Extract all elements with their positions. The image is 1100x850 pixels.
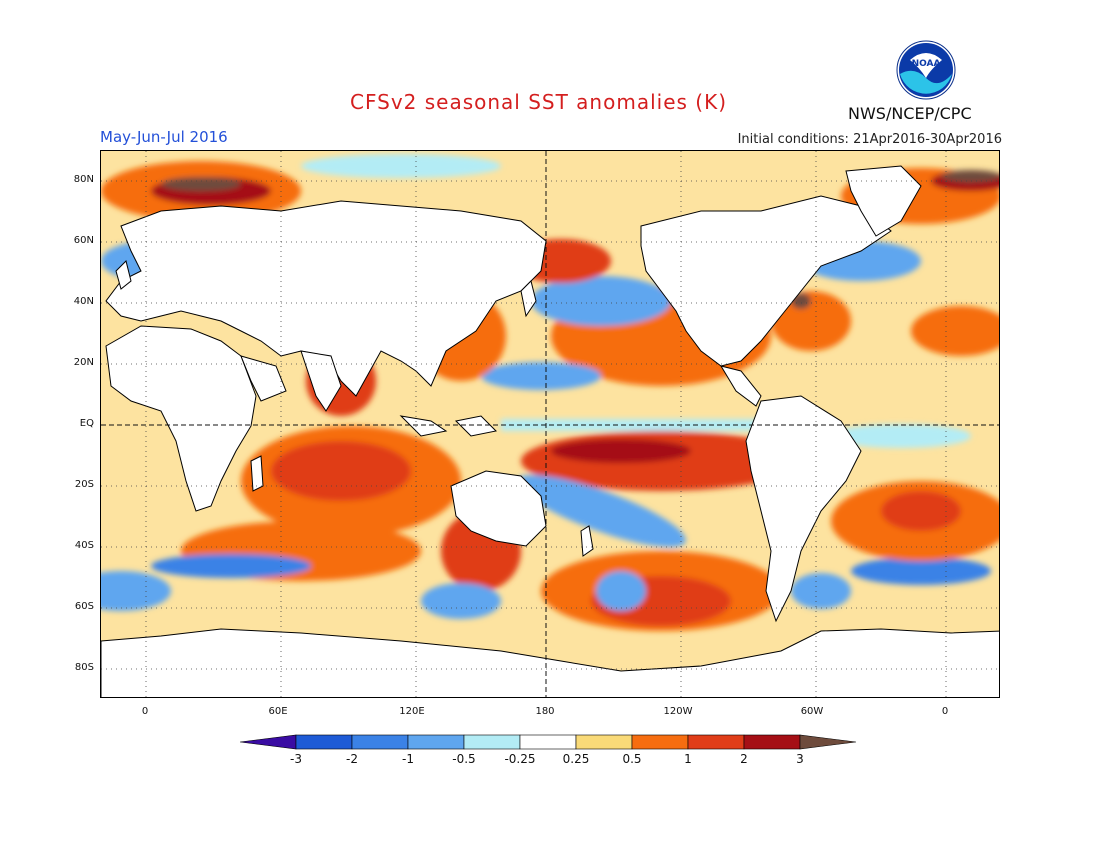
forecast-period: May-Jun-Jul 2016 — [100, 128, 228, 146]
graticule — [101, 151, 999, 697]
lon-label-120e: 120E — [399, 706, 425, 717]
colorbar-label: -0.5 — [452, 752, 476, 766]
lon-label-0-east: 0 — [941, 706, 949, 717]
colorbar-label: -2 — [346, 752, 358, 766]
colorbar-low-triangle — [240, 734, 297, 750]
svg-text:NOAA: NOAA — [912, 59, 941, 69]
colorbar-cell — [519, 734, 577, 750]
lon-label-60e: 60E — [268, 706, 288, 717]
lat-label-60n: 60N — [73, 235, 94, 246]
colorbar-cell — [407, 734, 465, 750]
lat-label-60s: 60S — [74, 601, 94, 612]
colorbar-cell — [687, 734, 745, 750]
colorbar-label: 2 — [740, 752, 748, 766]
lat-label-80n: 80N — [73, 174, 94, 185]
sst-anomaly-map — [100, 150, 1000, 698]
organization-label: NWS/NCEP/CPC — [848, 104, 972, 123]
lon-label-180: 180 — [535, 706, 555, 717]
colorbar-label: 3 — [796, 752, 804, 766]
lat-label-20n: 20N — [73, 357, 94, 368]
colorbar — [240, 734, 857, 750]
map-title: CFSv2 seasonal SST anomalies (K) — [350, 90, 727, 114]
colorbar-cell — [295, 734, 353, 750]
colorbar-cell — [743, 734, 801, 750]
lon-label-120w: 120W — [663, 706, 693, 717]
noaa-logo: NOAA — [896, 40, 956, 100]
lat-label-20s: 20S — [74, 479, 94, 490]
map-canvas — [101, 151, 999, 697]
colorbar-cell — [631, 734, 689, 750]
colorbar-label: 0.5 — [622, 752, 642, 766]
colorbar-label: -1 — [402, 752, 414, 766]
lat-label-40n: 40N — [73, 296, 94, 307]
colorbar-label: 0.25 — [562, 752, 590, 766]
colorbar-label: 1 — [684, 752, 692, 766]
colorbar-label: -0.25 — [504, 752, 536, 766]
colorbar-cell — [351, 734, 409, 750]
equator-dateline — [101, 151, 999, 697]
lon-label-60w: 60W — [800, 706, 824, 717]
initial-conditions: Initial conditions: 21Apr2016-30Apr2016 — [737, 132, 1002, 147]
landmasses — [101, 165, 999, 697]
lat-label-40s: 40S — [74, 540, 94, 551]
lat-label-80s: 80S — [74, 662, 94, 673]
lon-label-0: 0 — [141, 706, 149, 717]
colorbar-high-triangle — [799, 734, 857, 750]
lat-label-eq: EQ — [79, 418, 94, 429]
colorbar-label: -3 — [290, 752, 302, 766]
colorbar-cell — [575, 734, 633, 750]
colorbar-cell — [463, 734, 521, 750]
